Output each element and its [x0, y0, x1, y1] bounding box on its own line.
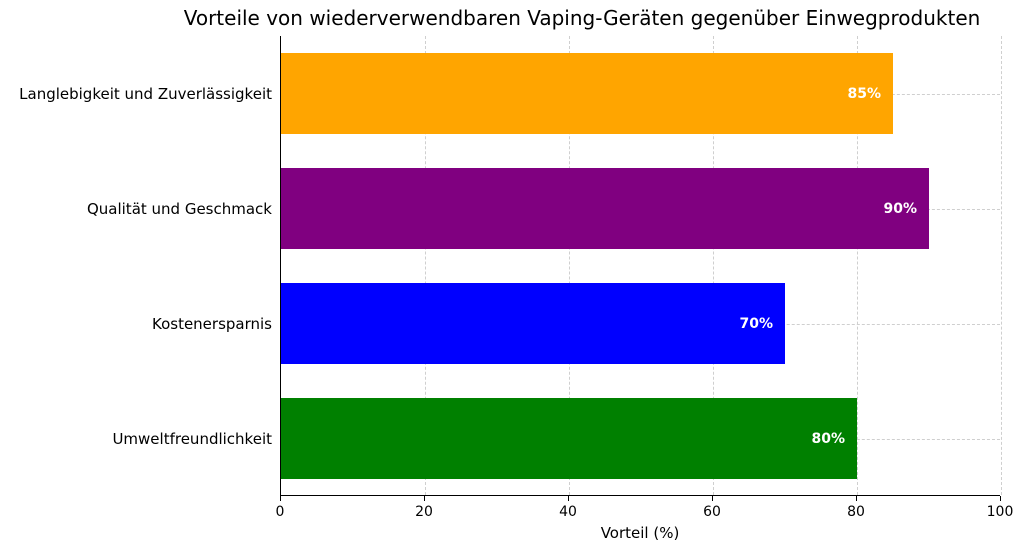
x-tick [856, 496, 857, 501]
bar: 90% [281, 168, 929, 249]
y-category-label: Kostenersparnis [0, 315, 272, 333]
chart-container: Vorteile von wiederverwendbaren Vaping-G… [0, 0, 1024, 554]
y-category-label: Umweltfreundlichkeit [0, 430, 272, 448]
chart-title: Vorteile von wiederverwendbaren Vaping-G… [0, 6, 1024, 30]
bar: 80% [281, 398, 857, 479]
x-tick [712, 496, 713, 501]
bar-value-label: 85% [847, 86, 881, 102]
bar-value-label: 90% [883, 201, 917, 217]
x-tick-label: 0 [276, 504, 285, 520]
bar: 70% [281, 283, 785, 364]
x-tick [280, 496, 281, 501]
x-axis-label: Vorteil (%) [601, 524, 680, 542]
gridline-vertical [1001, 36, 1002, 495]
x-tick-label: 80 [847, 504, 865, 520]
x-tick-label: 60 [703, 504, 721, 520]
bar-value-label: 70% [739, 316, 773, 332]
x-tick [568, 496, 569, 501]
x-tick [424, 496, 425, 501]
y-category-label: Langlebigkeit und Zuverlässigkeit [0, 85, 272, 103]
x-tick-label: 40 [559, 504, 577, 520]
bar-value-label: 80% [811, 431, 845, 447]
y-category-label: Qualität und Geschmack [0, 200, 272, 218]
plot-area: 80% 70% 90% 85% [280, 36, 1000, 496]
x-tick-label: 100 [987, 504, 1014, 520]
x-tick [1000, 496, 1001, 501]
bar: 85% [281, 53, 893, 134]
x-tick-label: 20 [415, 504, 433, 520]
